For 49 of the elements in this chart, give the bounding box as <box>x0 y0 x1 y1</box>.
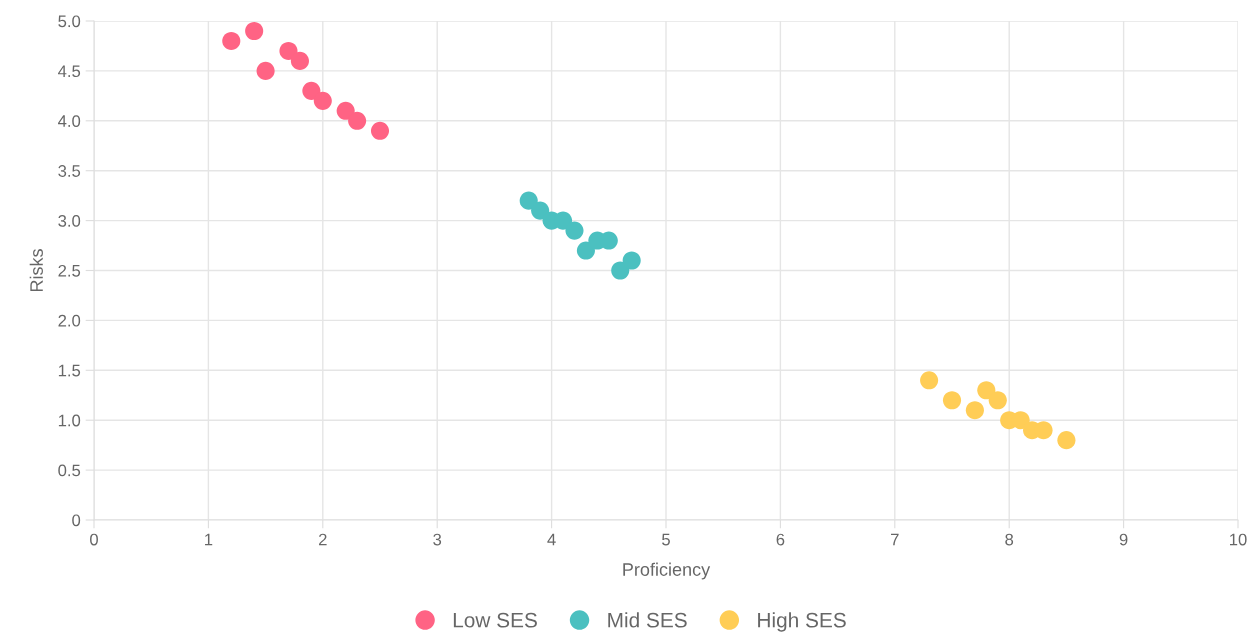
point <box>302 81 321 100</box>
x-tick-label: 3 <box>433 533 442 546</box>
y-tick-label: 2.5 <box>58 264 81 277</box>
x-tick-label: 5 <box>662 533 670 546</box>
point <box>336 101 355 120</box>
point <box>565 221 584 240</box>
point <box>531 201 550 220</box>
point <box>290 51 309 70</box>
point <box>988 391 1007 410</box>
y-tick-label: 0.5 <box>58 464 81 477</box>
x-tick-label: 2 <box>319 533 327 546</box>
y-tick-label: 1.0 <box>58 414 81 427</box>
x-tick-label: 1 <box>205 533 213 546</box>
y-axis-title: Risks <box>29 249 43 292</box>
point <box>965 401 984 420</box>
y-tick-label: 2.0 <box>58 314 81 327</box>
y-tick-label: 0 <box>72 514 81 527</box>
x-tick-label: 7 <box>891 533 899 546</box>
x-tick-label: 0 <box>90 533 98 546</box>
x-tick-label: 8 <box>1005 533 1014 546</box>
point <box>622 251 641 270</box>
y-tick-label: 3.0 <box>58 215 81 227</box>
y-tick-label: 4.5 <box>58 65 81 78</box>
y-tick-label: 1.5 <box>58 364 81 377</box>
legend-label: Low SES <box>453 612 537 628</box>
legend-label: Mid SES <box>608 612 687 628</box>
point <box>245 21 264 41</box>
point <box>1057 431 1076 450</box>
point <box>977 381 996 400</box>
point <box>313 91 332 110</box>
y-tick-label: 3.5 <box>58 165 81 177</box>
point <box>222 31 241 51</box>
point <box>279 41 298 60</box>
point <box>348 111 367 130</box>
point <box>576 241 595 260</box>
legend-label: High SES <box>758 612 846 632</box>
x-tick-label: 10 <box>1230 533 1247 546</box>
point <box>611 261 630 280</box>
x-axis-title: Proficiency <box>623 562 711 580</box>
point <box>370 121 390 140</box>
point <box>942 391 962 410</box>
point <box>920 371 939 390</box>
x-tick-label: 9 <box>1119 533 1128 546</box>
y-tick-label: 5.0 <box>58 15 81 28</box>
x-tick-label: 6 <box>776 533 785 546</box>
x-tick-label: 4 <box>547 533 556 546</box>
y-tick-label: 4.0 <box>58 115 81 127</box>
point <box>519 191 538 210</box>
point <box>256 61 275 80</box>
